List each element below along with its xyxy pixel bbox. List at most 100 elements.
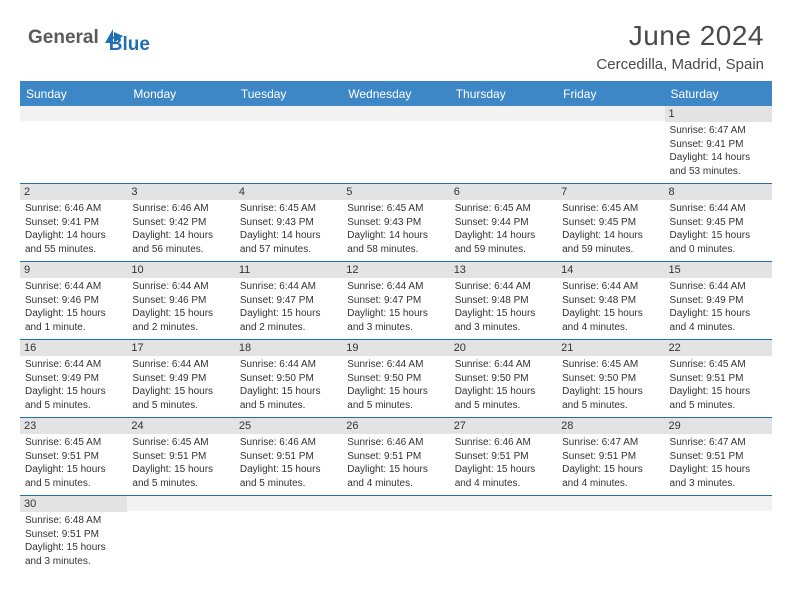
- day-cell: [450, 106, 557, 184]
- daylight-text: Daylight: 15 hours and 5 minutes.: [25, 385, 122, 412]
- sunrise-text: Sunrise: 6:44 AM: [25, 358, 122, 372]
- day-number: 25: [235, 418, 342, 434]
- day-cell: 27Sunrise: 6:46 AMSunset: 9:51 PMDayligh…: [450, 418, 557, 496]
- day-cell: [450, 496, 557, 574]
- sunset-text: Sunset: 9:44 PM: [455, 216, 552, 230]
- sunrise-text: Sunrise: 6:46 AM: [455, 436, 552, 450]
- sunrise-text: Sunrise: 6:45 AM: [132, 436, 229, 450]
- location-text: Cercedilla, Madrid, Spain: [596, 56, 764, 73]
- day-cell: 10Sunrise: 6:44 AMSunset: 9:46 PMDayligh…: [127, 262, 234, 340]
- week-row: 23Sunrise: 6:45 AMSunset: 9:51 PMDayligh…: [20, 418, 772, 496]
- day-info: Sunrise: 6:44 AMSunset: 9:49 PMDaylight:…: [132, 358, 229, 412]
- daylight-text: Daylight: 15 hours and 2 minutes.: [132, 307, 229, 334]
- month-title: June 2024: [596, 20, 764, 52]
- brand-text-blue: Blue: [109, 34, 150, 55]
- sunset-text: Sunset: 9:47 PM: [347, 294, 444, 308]
- daylight-text: Daylight: 15 hours and 3 minutes.: [455, 307, 552, 334]
- sunrise-text: Sunrise: 6:46 AM: [25, 202, 122, 216]
- sunrise-text: Sunrise: 6:45 AM: [670, 358, 767, 372]
- sunrise-text: Sunrise: 6:44 AM: [347, 358, 444, 372]
- day-cell: [342, 106, 449, 184]
- day-info: Sunrise: 6:47 AMSunset: 9:51 PMDaylight:…: [562, 436, 659, 490]
- day-info: Sunrise: 6:44 AMSunset: 9:50 PMDaylight:…: [240, 358, 337, 412]
- daylight-text: Daylight: 15 hours and 3 minutes.: [347, 307, 444, 334]
- sunset-text: Sunset: 9:43 PM: [347, 216, 444, 230]
- day-number: 13: [450, 262, 557, 278]
- daylight-text: Daylight: 15 hours and 4 minutes.: [670, 307, 767, 334]
- daylight-text: Daylight: 15 hours and 4 minutes.: [562, 307, 659, 334]
- sunrise-text: Sunrise: 6:44 AM: [132, 358, 229, 372]
- day-cell: 9Sunrise: 6:44 AMSunset: 9:46 PMDaylight…: [20, 262, 127, 340]
- daylight-text: Daylight: 15 hours and 5 minutes.: [132, 385, 229, 412]
- sunset-text: Sunset: 9:50 PM: [240, 372, 337, 386]
- sunrise-text: Sunrise: 6:45 AM: [240, 202, 337, 216]
- sunrise-text: Sunrise: 6:45 AM: [455, 202, 552, 216]
- daylight-text: Daylight: 14 hours and 58 minutes.: [347, 229, 444, 256]
- day-number: 2: [20, 184, 127, 200]
- sunset-text: Sunset: 9:50 PM: [455, 372, 552, 386]
- day-number: 15: [665, 262, 772, 278]
- sunset-text: Sunset: 9:46 PM: [25, 294, 122, 308]
- daylight-text: Daylight: 14 hours and 55 minutes.: [25, 229, 122, 256]
- sunset-text: Sunset: 9:48 PM: [562, 294, 659, 308]
- day-info: Sunrise: 6:44 AMSunset: 9:50 PMDaylight:…: [347, 358, 444, 412]
- daylight-text: Daylight: 15 hours and 5 minutes.: [25, 463, 122, 490]
- sunset-text: Sunset: 9:51 PM: [670, 372, 767, 386]
- day-number: 4: [235, 184, 342, 200]
- day-of-week-row: Sunday Monday Tuesday Wednesday Thursday…: [20, 82, 772, 107]
- day-cell: 12 Sunrise: 6:44 AMSunset: 9:47 PMDayligh…: [342, 262, 449, 340]
- day-number: 18: [235, 340, 342, 356]
- day-info: Sunrise: 6:45 AMSunset: 9:44 PMDaylight:…: [455, 202, 552, 256]
- sunrise-text: Sunrise: 6:44 AM: [132, 280, 229, 294]
- day-info: Sunrise: 6:45 AMSunset: 9:51 PMDaylight:…: [670, 358, 767, 412]
- brand-text-general: General: [28, 27, 99, 49]
- sunrise-text: Sunrise: 6:44 AM: [562, 280, 659, 294]
- day-number: 12: [342, 262, 449, 278]
- sunrise-text: Sunrise: 6:44 AM: [347, 280, 444, 294]
- day-number: 5: [342, 184, 449, 200]
- sunset-text: Sunset: 9:51 PM: [347, 450, 444, 464]
- sunrise-text: Sunrise: 6:44 AM: [240, 280, 337, 294]
- day-info: Sunrise: 6:44 AMSunset: 9:47 PMDaylight:…: [240, 280, 337, 334]
- sunrise-text: Sunrise: 6:46 AM: [132, 202, 229, 216]
- sunset-text: Sunset: 9:51 PM: [670, 450, 767, 464]
- daylight-text: Daylight: 15 hours and 2 minutes.: [240, 307, 337, 334]
- dow-wednesday: Wednesday: [342, 82, 449, 107]
- day-number: 10: [127, 262, 234, 278]
- day-cell: 23Sunrise: 6:45 AMSunset: 9:51 PMDayligh…: [20, 418, 127, 496]
- brand-logo: General Blue: [28, 20, 150, 56]
- day-number: [450, 106, 557, 121]
- daylight-text: Daylight: 14 hours and 56 minutes.: [132, 229, 229, 256]
- sunset-text: Sunset: 9:51 PM: [562, 450, 659, 464]
- day-info: Sunrise: 6:46 AMSunset: 9:42 PMDaylight:…: [132, 202, 229, 256]
- day-cell: [342, 496, 449, 574]
- day-number: 29: [665, 418, 772, 434]
- sunrise-text: Sunrise: 6:45 AM: [562, 358, 659, 372]
- day-number: 24: [127, 418, 234, 434]
- day-cell: [235, 496, 342, 574]
- day-number: 16: [20, 340, 127, 356]
- day-number: 3: [127, 184, 234, 200]
- day-number: 22: [665, 340, 772, 356]
- day-number: [127, 496, 234, 511]
- week-row: 2Sunrise: 6:46 AMSunset: 9:41 PMDaylight…: [20, 184, 772, 262]
- sunrise-text: Sunrise: 6:44 AM: [670, 280, 767, 294]
- sunset-text: Sunset: 9:45 PM: [562, 216, 659, 230]
- day-info: Sunrise: 6:46 AMSunset: 9:51 PMDaylight:…: [240, 436, 337, 490]
- daylight-text: Daylight: 15 hours and 5 minutes.: [455, 385, 552, 412]
- day-info: Sunrise: 6:45 AMSunset: 9:43 PMDaylight:…: [347, 202, 444, 256]
- sunset-text: Sunset: 9:49 PM: [670, 294, 767, 308]
- day-cell: 7Sunrise: 6:45 AMSunset: 9:45 PMDaylight…: [557, 184, 664, 262]
- sunrise-text: Sunrise: 6:47 AM: [670, 124, 767, 138]
- day-number: 19: [342, 340, 449, 356]
- sunset-text: Sunset: 9:51 PM: [240, 450, 337, 464]
- day-cell: 22 Sunrise: 6:45 AMSunset: 9:51 PMDayligh…: [665, 340, 772, 418]
- title-block: June 2024 Cercedilla, Madrid, Spain: [596, 20, 764, 73]
- sunset-text: Sunset: 9:42 PM: [132, 216, 229, 230]
- day-number: 30: [20, 496, 127, 512]
- day-info: Sunrise: 6:47 AMSunset: 9:41 PMDaylight:…: [670, 124, 767, 178]
- day-number: [127, 106, 234, 121]
- sunset-text: Sunset: 9:51 PM: [132, 450, 229, 464]
- sunrise-text: Sunrise: 6:46 AM: [240, 436, 337, 450]
- day-cell: 29Sunrise: 6:47 AMSunset: 9:51 PMDayligh…: [665, 418, 772, 496]
